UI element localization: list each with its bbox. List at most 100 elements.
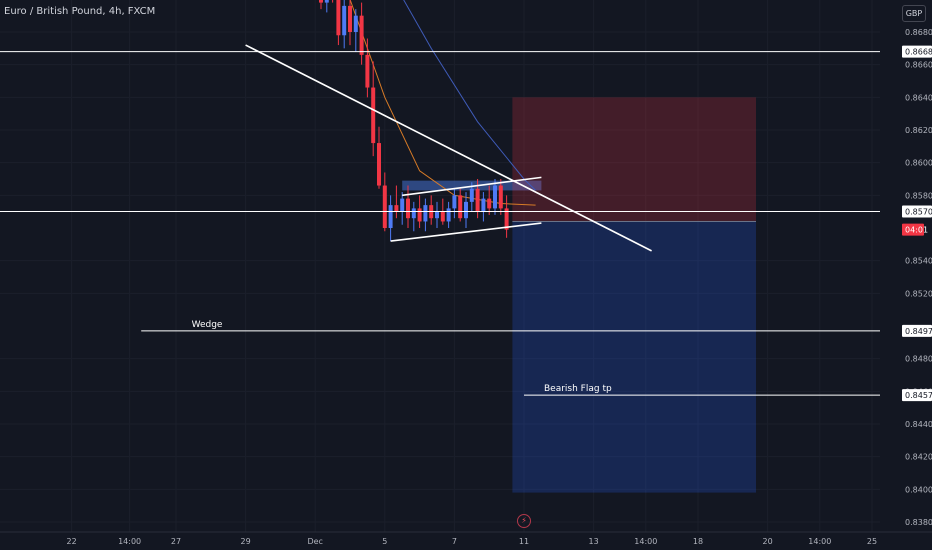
- candle-body[interactable]: [487, 198, 492, 209]
- candle[interactable]: [423, 198, 428, 232]
- candle[interactable]: [348, 0, 352, 46]
- lightning-icon[interactable]: ⚡: [517, 514, 531, 528]
- candle-body[interactable]: [423, 205, 428, 222]
- candle[interactable]: [382, 172, 387, 232]
- time-tick-label: 7: [452, 537, 457, 546]
- candle-body[interactable]: [388, 205, 393, 228]
- currency-badge[interactable]: GBP: [902, 5, 926, 22]
- candle-body[interactable]: [504, 208, 509, 230]
- candle[interactable]: [319, 0, 323, 10]
- price-level-tag[interactable]: [902, 389, 932, 402]
- candle[interactable]: [458, 188, 463, 222]
- symbol-title: Euro / British Pound, 4h, FXCM: [4, 6, 156, 17]
- wedge-descending[interactable]: [245, 44, 652, 252]
- candle-body[interactable]: [440, 211, 445, 222]
- candle[interactable]: [377, 126, 381, 189]
- price-level-tag[interactable]: [902, 205, 932, 218]
- price-level-tag[interactable]: [902, 324, 932, 337]
- candle[interactable]: [411, 201, 416, 232]
- horizontal-levels[interactable]: Wedge Bearish Flag tp: [0, 51, 880, 396]
- candle-body[interactable]: [400, 198, 405, 212]
- candle-body[interactable]: [348, 5, 352, 32]
- candle-body[interactable]: [493, 185, 497, 209]
- candle[interactable]: [324, 0, 329, 13]
- short-risk[interactable]: [512, 97, 756, 222]
- candle-body[interactable]: [411, 208, 416, 219]
- time-tick-label: 20: [763, 537, 773, 546]
- candle-body[interactable]: [452, 195, 457, 209]
- candle[interactable]: [446, 201, 451, 228]
- candle-body[interactable]: [319, 0, 323, 3]
- time-tick-label: 14:00: [118, 537, 141, 546]
- candle-body[interactable]: [498, 185, 503, 209]
- candle[interactable]: [365, 38, 370, 98]
- candle[interactable]: [336, 0, 341, 46]
- candle-body[interactable]: [365, 54, 370, 88]
- candle-body[interactable]: [394, 205, 399, 212]
- candle[interactable]: [464, 192, 468, 228]
- candle-body[interactable]: [469, 188, 474, 202]
- candle[interactable]: [353, 9, 358, 52]
- candle-body[interactable]: [481, 198, 486, 212]
- candle-body[interactable]: [406, 198, 410, 219]
- short-target[interactable]: [512, 221, 756, 493]
- annotation-label: Bearish Flag tp: [544, 384, 612, 394]
- candle-body[interactable]: [475, 188, 480, 212]
- candle-body[interactable]: [458, 195, 463, 219]
- candle[interactable]: [371, 61, 376, 157]
- candle[interactable]: [498, 179, 503, 215]
- flag-upper[interactable]: [402, 176, 542, 197]
- candle-body[interactable]: [371, 87, 376, 144]
- candle[interactable]: [406, 185, 410, 228]
- candle[interactable]: [504, 195, 509, 238]
- time-tick-label: 29: [241, 537, 251, 546]
- ma-mid: [403, 0, 536, 191]
- candle[interactable]: [493, 179, 497, 215]
- candle[interactable]: [435, 201, 439, 228]
- candle[interactable]: [342, 0, 347, 49]
- time-tick-label: 25: [867, 537, 877, 546]
- candle-body[interactable]: [342, 5, 347, 36]
- candle[interactable]: [400, 192, 405, 225]
- candle-body[interactable]: [353, 15, 358, 32]
- candle-body[interactable]: [446, 208, 451, 222]
- candle-body[interactable]: [377, 143, 381, 186]
- candle[interactable]: [481, 192, 486, 222]
- price-level-tag[interactable]: [902, 45, 932, 58]
- candle-body[interactable]: [336, 0, 341, 36]
- candle-body[interactable]: [359, 15, 364, 55]
- candle-body[interactable]: [417, 208, 422, 222]
- time-axis[interactable]: 22 14:00 27 29 Dec 5 7 11 13 14:00 18 20 14:00 25: [0, 531, 932, 546]
- trendlines[interactable]: [48, 0, 652, 252]
- candles[interactable]: [116, 0, 509, 242]
- candle[interactable]: [487, 185, 492, 215]
- candle[interactable]: [394, 185, 399, 219]
- candle[interactable]: [359, 2, 364, 65]
- time-tick-label: 14:00: [634, 537, 657, 546]
- annotation-label: Wedge: [192, 320, 223, 330]
- flag-lower[interactable]: [390, 222, 542, 242]
- candle-body[interactable]: [464, 201, 468, 219]
- time-tick-label: 14:00: [808, 537, 831, 546]
- current-price-tag[interactable]: [902, 223, 924, 236]
- position-zones[interactable]: [402, 97, 756, 493]
- time-tick-label: Dec: [307, 537, 322, 546]
- candle[interactable]: [469, 182, 474, 212]
- candle[interactable]: [452, 188, 457, 219]
- candle-body[interactable]: [324, 0, 329, 3]
- candle-body[interactable]: [382, 185, 387, 228]
- candle[interactable]: [388, 195, 393, 242]
- candle-body[interactable]: [435, 211, 439, 219]
